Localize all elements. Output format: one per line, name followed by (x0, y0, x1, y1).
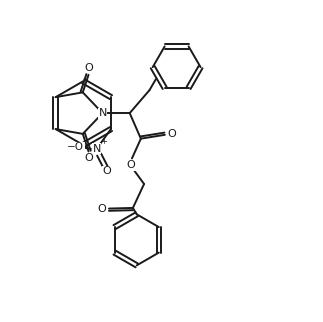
Text: O: O (103, 166, 111, 176)
Text: N: N (99, 108, 107, 118)
Text: O: O (98, 204, 106, 213)
Text: O: O (84, 63, 93, 73)
Text: O: O (167, 129, 176, 139)
Text: O: O (126, 160, 135, 170)
Text: N: N (92, 144, 101, 154)
Text: +: + (100, 137, 107, 146)
Text: −O: −O (67, 142, 84, 152)
Text: O: O (84, 154, 93, 164)
